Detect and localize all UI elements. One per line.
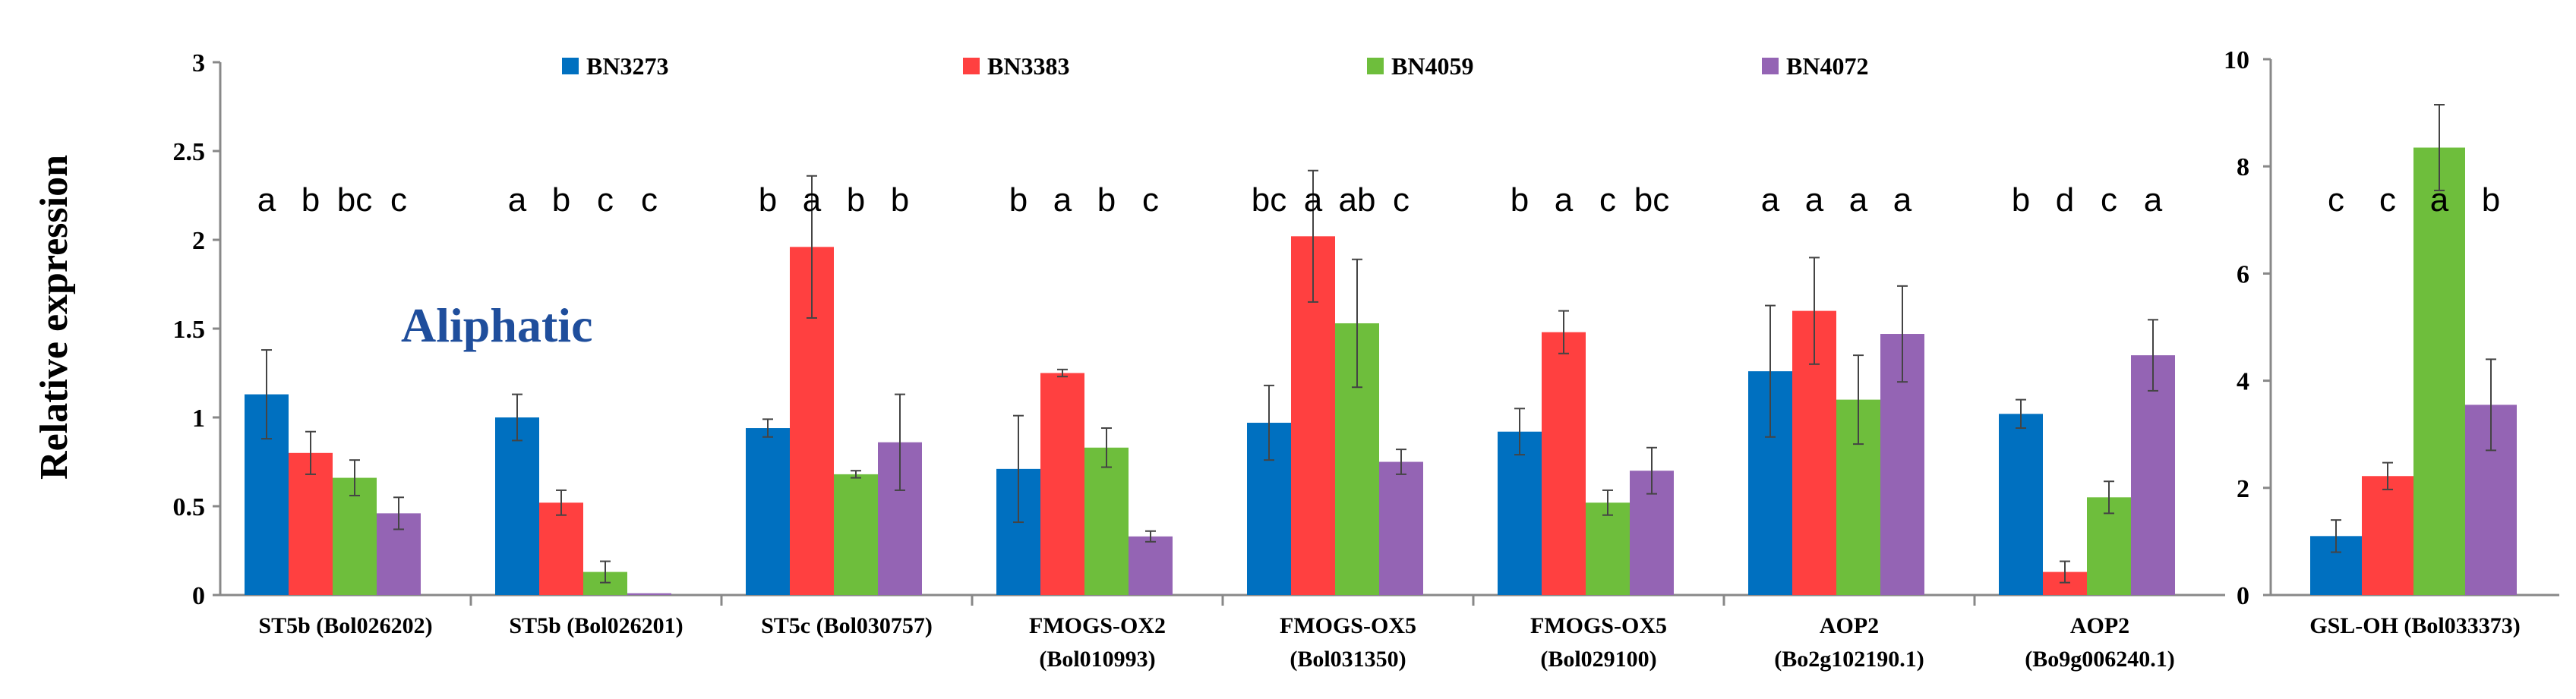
significance-letter-0-4-0: bc <box>1252 181 1286 219</box>
significance-letter-0-0-2: bc <box>337 181 372 219</box>
significance-letter-0-6-1: a <box>1805 181 1824 219</box>
bar-0-2-0 <box>746 428 790 595</box>
significance-letter-0-4-2: ab <box>1339 181 1376 219</box>
bar-0-5-1 <box>1542 332 1586 595</box>
y-tick-label-1-4: 8 <box>2237 153 2249 181</box>
bar-0-2-2 <box>834 474 878 595</box>
y-tick-label-1-0: 0 <box>2237 582 2249 610</box>
y-tick-label-1-1: 2 <box>2237 475 2249 503</box>
significance-letter-0-7-2: c <box>2101 181 2117 219</box>
significance-letter-0-3-0: b <box>1009 181 1028 219</box>
bar-0-5-2 <box>1586 502 1630 595</box>
significance-letter-0-5-0: b <box>1511 181 1529 219</box>
y-tick-label-0-3: 1.5 <box>173 316 206 344</box>
legend-swatch-3 <box>1762 58 1779 74</box>
significance-letter-1-0-0: c <box>2328 181 2344 219</box>
legend-label-1: BN3383 <box>987 52 1069 80</box>
category-label-0-3-0: FMOGS-OX2 <box>1029 613 1166 638</box>
significance-letter-0-0-1: b <box>301 181 320 219</box>
significance-letter-1-0-3: b <box>2482 181 2500 219</box>
significance-letter-0-1-1: b <box>552 181 570 219</box>
legend-label-3: BN4072 <box>1786 52 1868 80</box>
y-tick-label-1-5: 10 <box>2224 46 2249 74</box>
significance-letter-0-1-0: a <box>508 181 527 219</box>
bar-1-0-1 <box>2362 476 2413 595</box>
significance-letter-0-7-0: b <box>2012 181 2030 219</box>
significance-letter-0-7-1: d <box>2056 181 2074 219</box>
significance-letter-0-3-2: b <box>1097 181 1116 219</box>
legend-swatch-0 <box>562 58 579 74</box>
y-tick-label-0-4: 2 <box>192 227 205 255</box>
category-label-0-5-1: (Bol029100) <box>1540 647 1656 672</box>
bar-0-4-3 <box>1379 461 1423 595</box>
significance-letter-0-1-3: c <box>641 181 658 219</box>
category-label-0-3-1: (Bol010993) <box>1039 647 1155 672</box>
bar-0-0-2 <box>333 477 377 595</box>
significance-letter-1-0-1: c <box>2379 181 2396 219</box>
significance-letter-0-4-3: c <box>1393 181 1410 219</box>
legend-swatch-2 <box>1367 58 1384 74</box>
category-label-0-2-0: ST5c (Bol030757) <box>761 613 933 638</box>
category-label-0-4-0: FMOGS-OX5 <box>1280 613 1416 638</box>
category-label-0-7-0: AOP2 <box>2070 613 2129 638</box>
y-tick-label-1-3: 6 <box>2237 260 2249 288</box>
significance-letter-0-2-2: b <box>847 181 865 219</box>
bar-0-1-3 <box>627 593 671 595</box>
bar-0-3-3 <box>1129 536 1173 595</box>
category-label-0-0-0: ST5b (Bol026202) <box>258 613 432 638</box>
y-tick-label-0-2: 1 <box>192 405 205 433</box>
y-tick-label-0-1: 0.5 <box>173 493 206 521</box>
y-tick-label-0-6: 3 <box>192 49 205 77</box>
category-label-0-4-1: (Bol031350) <box>1290 647 1406 672</box>
category-label-0-6-1: (Bo2g102190.1) <box>1774 647 1924 672</box>
significance-letter-0-2-0: b <box>759 181 777 219</box>
significance-letter-0-5-1: a <box>1555 181 1574 219</box>
category-label-0-1-0: ST5b (Bol026201) <box>509 613 683 638</box>
significance-letter-0-6-2: a <box>1849 181 1868 219</box>
significance-letter-0-3-3: c <box>1142 181 1159 219</box>
legend-label-0: BN3273 <box>586 52 668 80</box>
y-axis-title: Relative expression <box>33 155 76 480</box>
bar-0-0-1 <box>289 452 333 595</box>
significance-letter-0-6-3: a <box>1893 181 1912 219</box>
legend-label-2: BN4059 <box>1391 52 1473 80</box>
significance-letter-0-1-2: c <box>597 181 614 219</box>
bar-0-7-3 <box>2131 355 2175 595</box>
bar-0-3-2 <box>1084 447 1129 595</box>
annotation-aliphatic: Aliphatic <box>401 298 592 352</box>
bar-0-7-0 <box>1999 414 2043 595</box>
significance-letter-0-4-1: a <box>1304 181 1323 219</box>
significance-letter-0-2-1: a <box>803 181 822 219</box>
significance-letter-0-6-0: a <box>1761 181 1780 219</box>
significance-letter-0-7-3: a <box>2144 181 2163 219</box>
bar-0-1-0 <box>495 417 539 595</box>
bar-0-5-0 <box>1498 431 1542 595</box>
significance-letter-0-5-2: c <box>1599 181 1616 219</box>
significance-letter-0-5-3: bc <box>1634 181 1669 219</box>
bar-0-1-1 <box>539 502 583 595</box>
category-label-1-0-0: GSL-OH (Bol033373) <box>2309 613 2521 638</box>
y-tick-label-0-0: 0 <box>192 582 205 610</box>
significance-letter-0-0-0: a <box>257 181 276 219</box>
y-tick-label-0-5: 2.5 <box>173 138 206 166</box>
bar-0-3-1 <box>1040 373 1084 595</box>
significance-letter-0-0-3: c <box>390 181 407 219</box>
significance-letter-0-3-1: a <box>1053 181 1072 219</box>
significance-letter-0-2-3: b <box>891 181 909 219</box>
significance-letter-1-0-2: a <box>2430 181 2449 219</box>
legend-swatch-1 <box>963 58 980 74</box>
category-label-0-7-1: (Bo9g006240.1) <box>2025 647 2175 672</box>
bar-1-0-2 <box>2413 147 2465 596</box>
category-label-0-6-0: AOP2 <box>1820 613 1879 638</box>
category-label-0-5-0: FMOGS-OX5 <box>1530 613 1667 638</box>
y-tick-label-1-2: 4 <box>2237 368 2249 396</box>
